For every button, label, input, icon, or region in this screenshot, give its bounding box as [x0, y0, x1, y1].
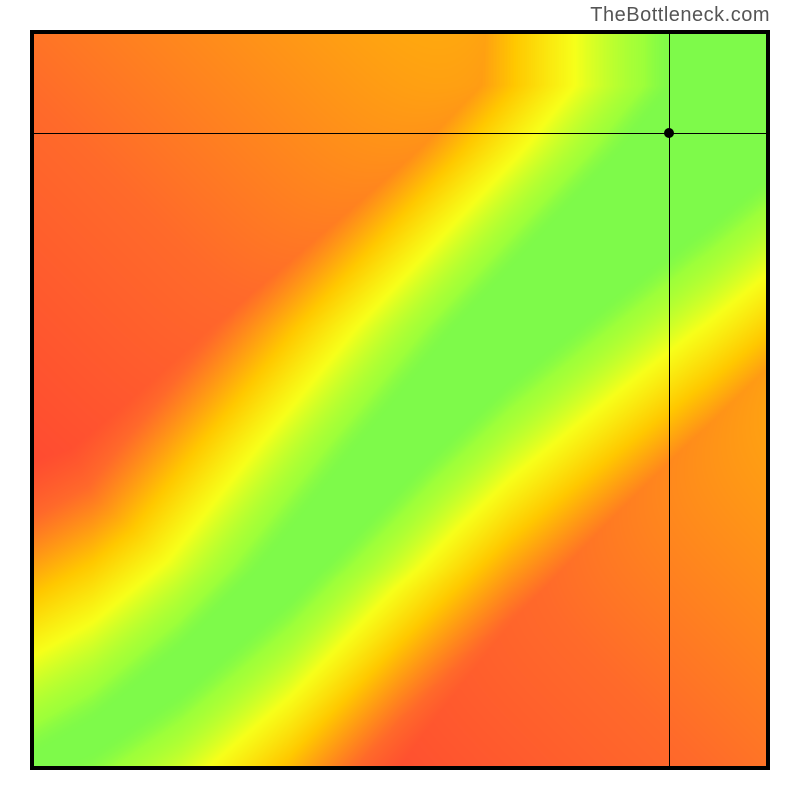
crosshair-vertical — [669, 34, 670, 766]
heatmap-canvas — [34, 34, 766, 766]
crosshair-marker — [664, 128, 674, 138]
heatmap-plot — [30, 30, 770, 770]
crosshair-horizontal — [34, 133, 766, 134]
watermark-text: TheBottleneck.com — [590, 4, 770, 27]
